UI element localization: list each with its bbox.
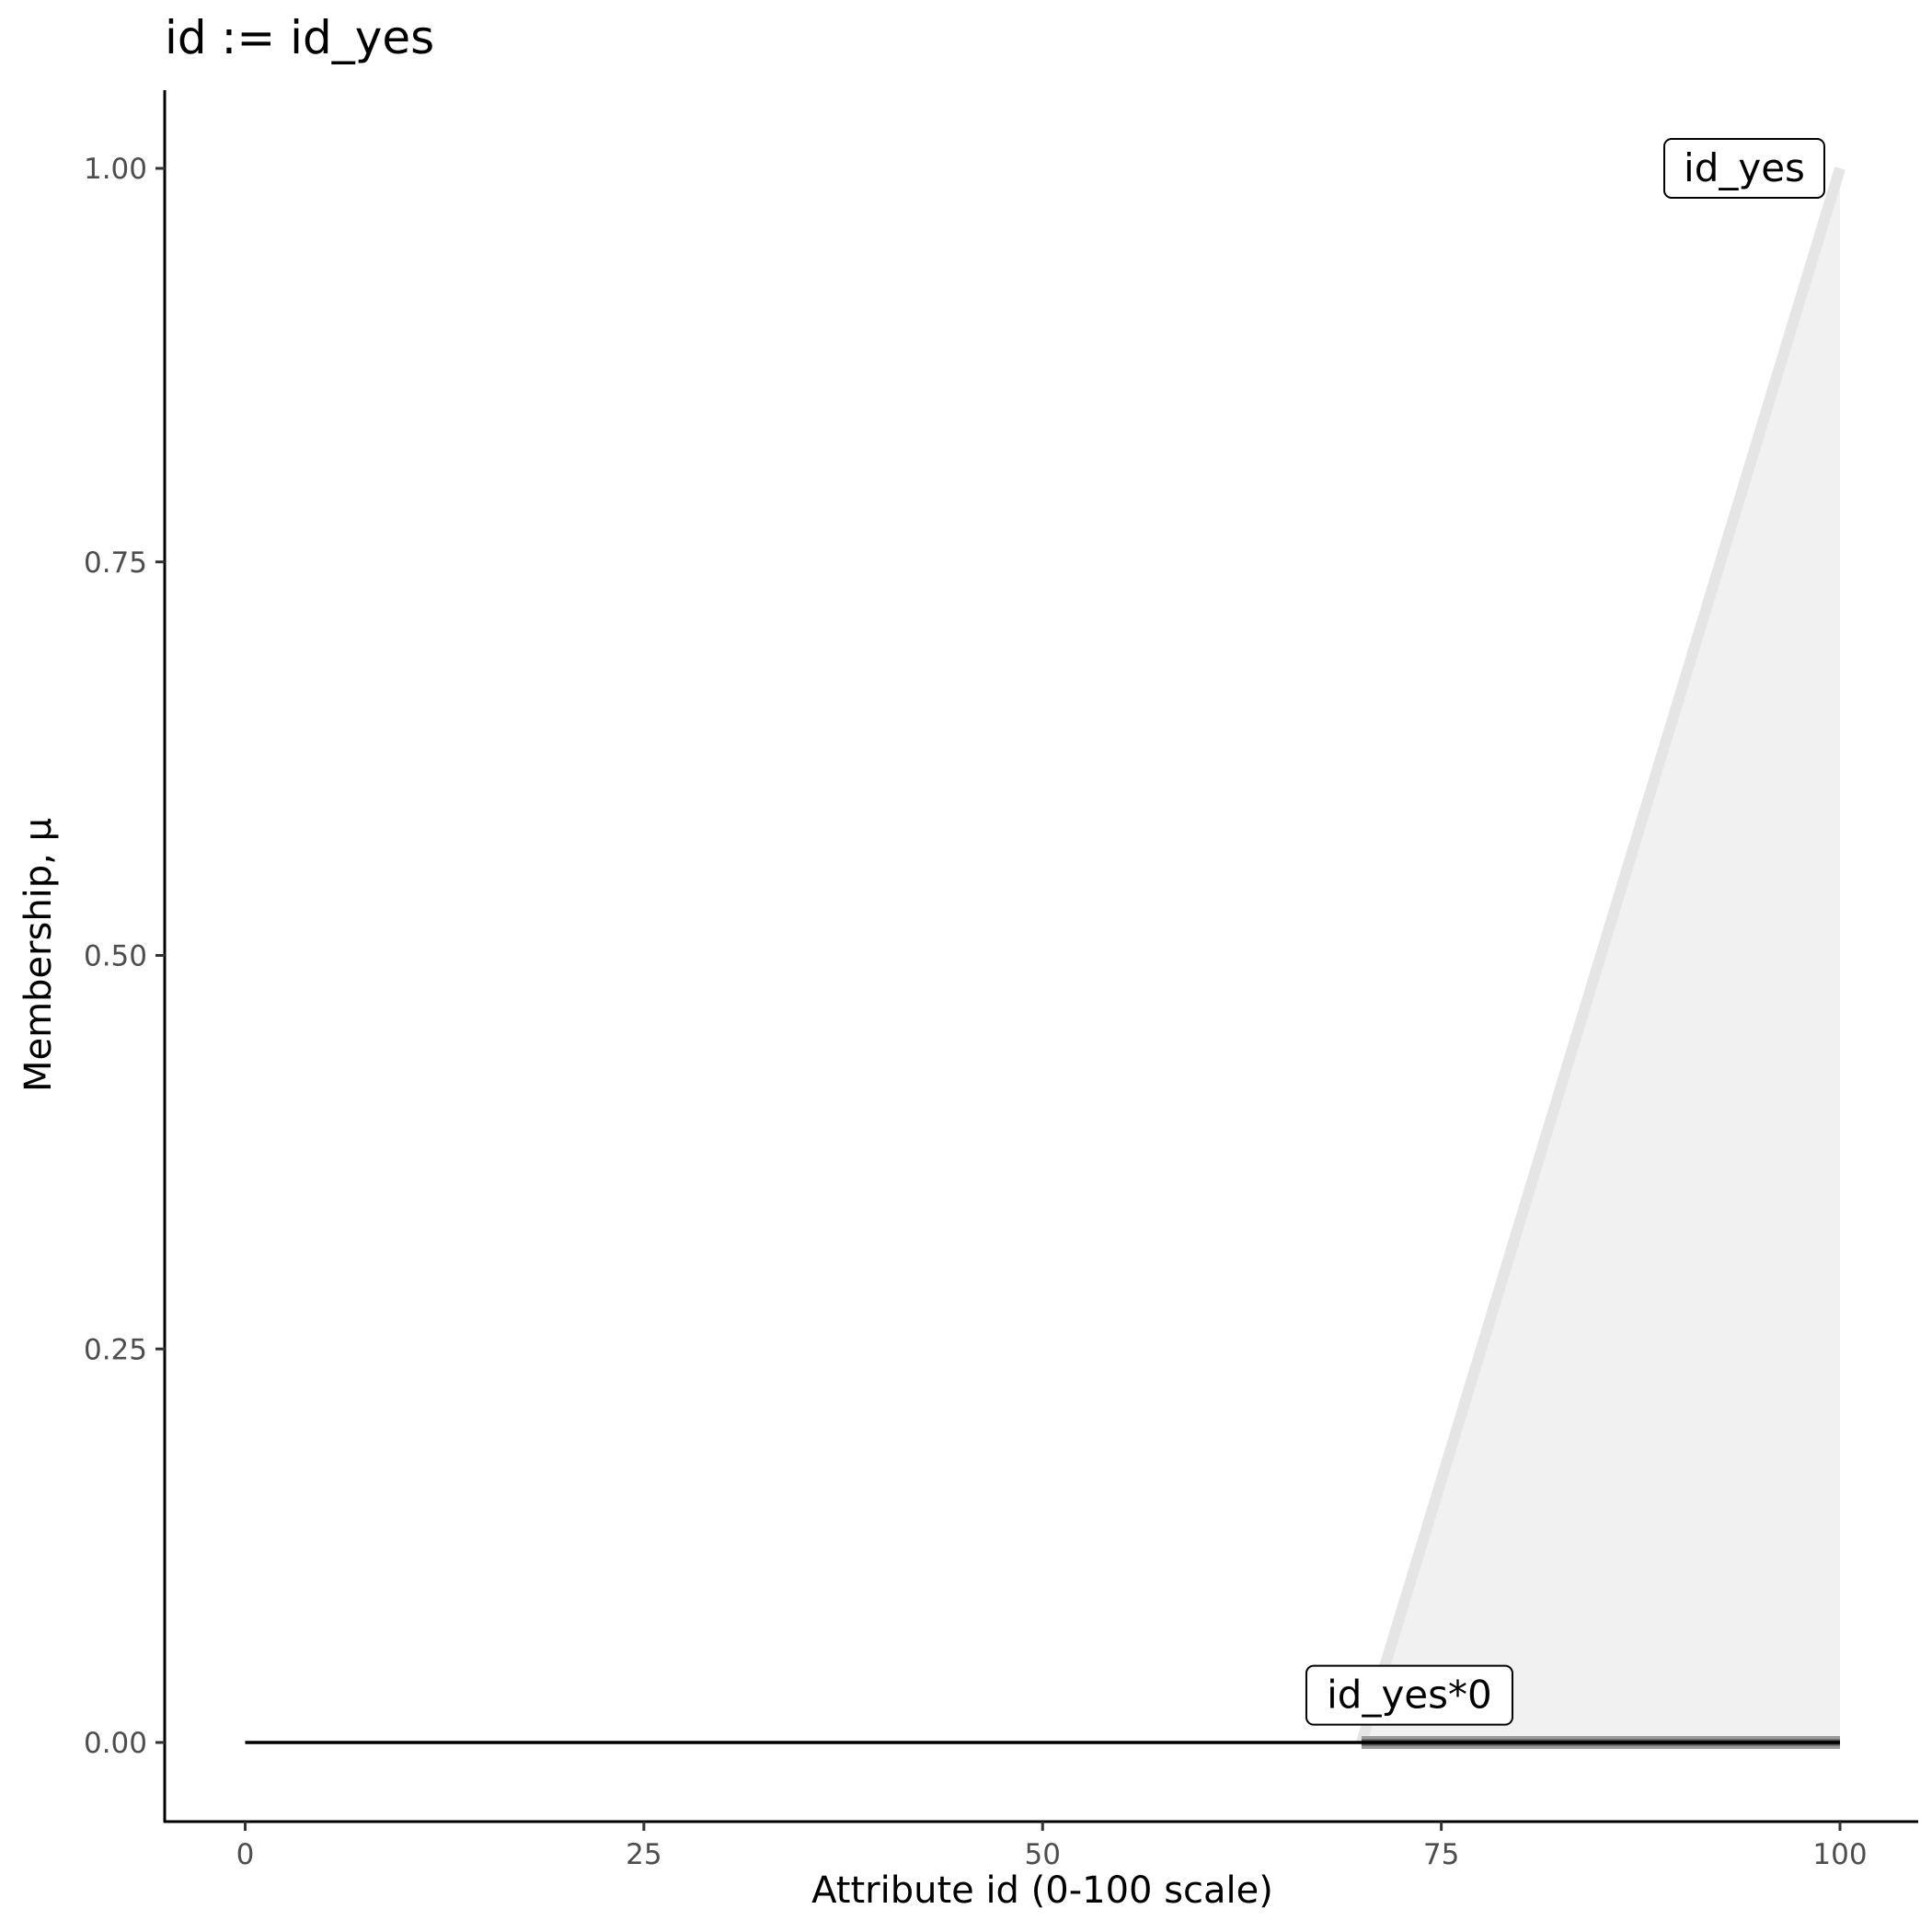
chart-title: id := id_yes <box>165 11 434 64</box>
annotation-label: id_yes*0 <box>1305 1664 1513 1726</box>
x-tick-label: 0 <box>236 1838 255 1871</box>
annotation-box <box>1662 138 1825 199</box>
x-tick-label: 25 <box>626 1838 661 1871</box>
x-tick-label: 100 <box>1812 1838 1867 1871</box>
id-yes-line <box>1356 167 1846 1744</box>
y-tick-label: 0.25 <box>84 1333 147 1366</box>
x-tick-label: 50 <box>1025 1838 1061 1871</box>
y-tick-label: 0.75 <box>84 546 147 580</box>
y-tick-label: 0.50 <box>84 940 147 973</box>
annotation-text: id_yes*0 <box>1327 1673 1492 1718</box>
y-axis-label: Membership, μ <box>17 818 60 1092</box>
y-tick-label: 1.00 <box>84 153 147 186</box>
x-axis-label: Attribute id (0-100 scale) <box>811 1869 1273 1912</box>
annotation-label: id_yes <box>1662 138 1825 199</box>
annotation-box <box>1305 1664 1513 1726</box>
annotation-text: id_yes <box>1684 145 1805 190</box>
y-tick-label: 0.00 <box>84 1727 147 1760</box>
x-tick-label: 75 <box>1423 1838 1459 1871</box>
